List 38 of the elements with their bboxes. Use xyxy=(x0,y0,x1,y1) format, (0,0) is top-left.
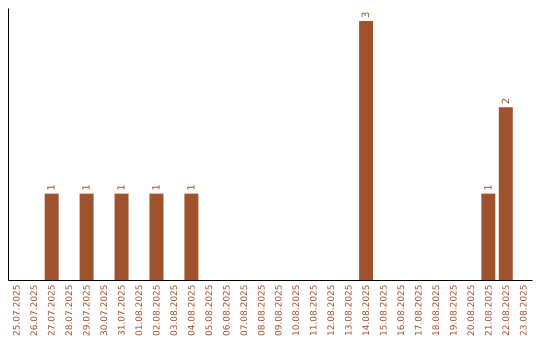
x-tick-label: 26.07.2025 xyxy=(30,284,40,336)
data-label: 1 xyxy=(46,184,58,191)
x-tick-label: 22.08.2025 xyxy=(502,284,512,336)
x-tick-label: 17.08.2025 xyxy=(414,284,424,336)
data-label: 2 xyxy=(500,98,512,104)
x-tick-label: 28.07.2025 xyxy=(65,284,76,336)
x-tick-label: 06.08.2025 xyxy=(222,284,232,336)
data-label: 1 xyxy=(186,184,198,191)
x-tick-label: 02.08.2025 xyxy=(152,284,162,336)
x-tick-label: 21.08.2025 xyxy=(484,284,494,336)
x-tick-label: 10.08.2025 xyxy=(292,284,302,336)
x-tick-label: 05.08.2025 xyxy=(204,284,215,336)
x-tick-label: 27.07.2025 xyxy=(48,284,58,336)
x-tick-label: 12.08.2025 xyxy=(327,284,338,336)
x-tick-label: 23.08.2025 xyxy=(519,284,530,336)
x-tick-label: 13.08.2025 xyxy=(344,284,355,336)
x-tick-label: 08.08.2025 xyxy=(257,284,268,336)
data-label: 1 xyxy=(116,184,128,191)
x-tick-label: 18.08.2025 xyxy=(432,284,442,336)
x-tick-label: 25.07.2025 xyxy=(12,284,23,336)
x-tick-label: 01.08.2025 xyxy=(135,284,145,336)
x-tick-label: 11.08.2025 xyxy=(310,284,320,336)
x-tick-label: 16.08.2025 xyxy=(397,284,407,336)
data-label: 1 xyxy=(151,184,162,191)
x-tick-label: 04.08.2025 xyxy=(187,284,198,336)
x-tick-label: 07.08.2025 xyxy=(240,284,250,336)
x-tick-label: 30.07.2025 xyxy=(100,284,110,336)
x-tick-label: 19.08.2025 xyxy=(449,284,460,336)
data-label: 1 xyxy=(483,184,494,191)
data-label: 3 xyxy=(361,12,372,18)
x-tick-label: 03.08.2025 xyxy=(170,284,180,336)
data-label: 1 xyxy=(82,184,93,191)
x-tick-label: 31.07.2025 xyxy=(118,284,128,336)
x-tick-label: 20.08.2025 xyxy=(466,284,477,336)
x-tick-label: 15.08.2025 xyxy=(380,284,390,336)
x-tick-label: 29.07.2025 xyxy=(82,284,93,336)
x-tick-label: 09.08.2025 xyxy=(274,284,285,336)
x-tick-label: 14.08.2025 xyxy=(362,284,372,336)
